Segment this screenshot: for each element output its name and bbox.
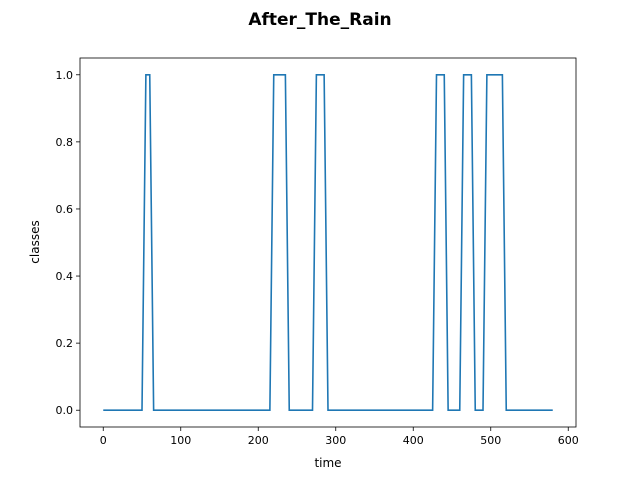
- axes-frame: [79, 57, 577, 428]
- y-tick-label: 0.6: [56, 203, 74, 216]
- y-tick-label: 1.0: [56, 69, 74, 82]
- chart-title: After_The_Rain: [248, 10, 391, 30]
- x-axis-ticks: 0 100 200 300 400 500 600: [100, 427, 579, 447]
- y-tick-label: 0.2: [56, 337, 74, 350]
- y-tick-label: 0.8: [56, 136, 74, 149]
- x-tick-label: 400: [403, 434, 424, 447]
- x-tick-label: 600: [558, 434, 579, 447]
- x-tick-label: 500: [480, 434, 501, 447]
- x-tick-label: 300: [325, 434, 346, 447]
- y-tick-label: 0.4: [56, 270, 74, 283]
- plot-area: 0 100 200 300 400 500 600 0.0 0.2 0.4 0.6 0.8 1.0: [56, 57, 579, 447]
- x-tick-label: 0: [100, 434, 107, 447]
- y-tick-label: 0.0: [56, 404, 74, 417]
- y-axis-label: classes: [28, 220, 42, 263]
- x-tick-label: 200: [248, 434, 269, 447]
- series-line: [103, 73, 553, 412]
- x-tick-label: 100: [170, 434, 191, 447]
- y-axis-ticks: 0.0 0.2 0.4 0.6 0.8 1.0: [56, 69, 80, 417]
- x-axis-label: time: [314, 456, 341, 470]
